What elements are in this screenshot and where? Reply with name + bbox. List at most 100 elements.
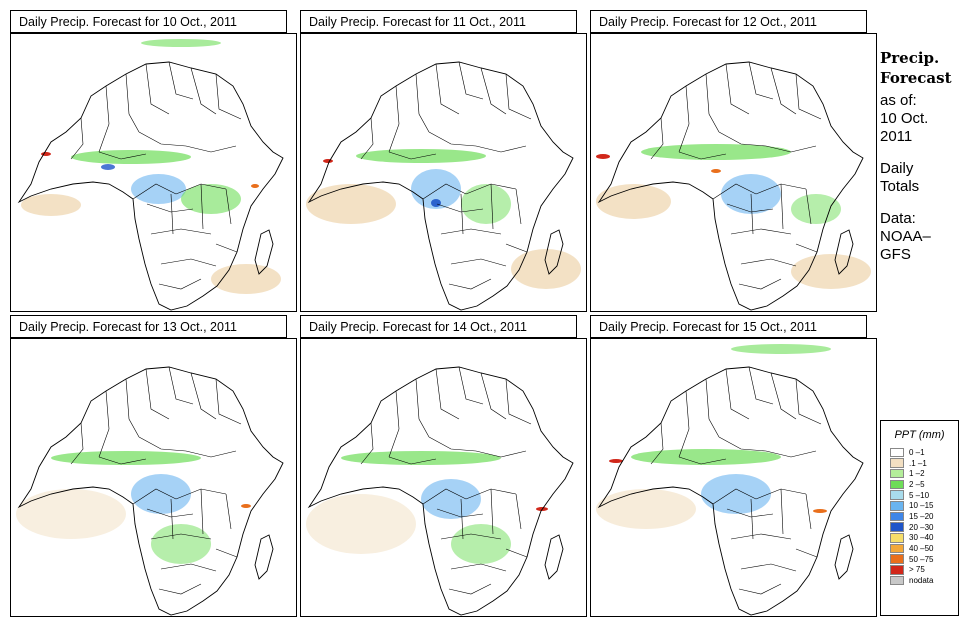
africa-coastline [307, 366, 574, 616]
country-border [200, 183, 204, 230]
precip-area [306, 494, 416, 554]
country-border [150, 228, 212, 235]
legend-item: 0 –1 [890, 447, 958, 458]
country-border [458, 366, 484, 405]
country-border [460, 193, 464, 235]
panel-title: Daily Precip. Forecast for 11 Oct., 2011 [300, 10, 577, 33]
precip-area [16, 489, 126, 539]
country-border [505, 73, 532, 120]
legend-item: 5 –10 [890, 490, 958, 501]
sidebar-asof: as of: [880, 92, 917, 109]
precip-map [10, 338, 297, 617]
country-border [145, 63, 170, 115]
precip-map [590, 338, 877, 617]
forecast-panel-oct-13: Daily Precip. Forecast for 13 Oct., 2011 [10, 315, 297, 617]
country-border [225, 493, 232, 530]
country-border [748, 366, 774, 405]
country-border [158, 583, 202, 595]
country-border [505, 378, 532, 425]
country-border [505, 548, 528, 558]
country-border [440, 533, 502, 540]
precip-area [131, 474, 191, 514]
country-border [428, 436, 477, 452]
country-border [150, 533, 212, 540]
forecast-panel-oct-14: Daily Precip. Forecast for 14 Oct., 2011 [300, 315, 587, 617]
legend-title: PPT (mm) [894, 429, 945, 441]
panel-title: Daily Precip. Forecast for 14 Oct., 2011 [300, 315, 577, 338]
panel-title: Daily Precip. Forecast for 15 Oct., 2011 [590, 315, 867, 338]
country-border [515, 188, 522, 225]
country-border [435, 63, 460, 115]
legend-swatch [890, 565, 904, 575]
country-border [725, 368, 750, 420]
country-border [448, 583, 492, 595]
precip-area [323, 159, 333, 163]
country-border [795, 548, 818, 558]
country-border [740, 258, 797, 267]
precip-area [421, 479, 481, 519]
precip-area [641, 144, 791, 160]
country-border [436, 203, 484, 213]
legend-label: 0 –1 [909, 447, 925, 457]
legend-swatch [890, 575, 904, 586]
country-border [415, 378, 430, 438]
precip-area [101, 164, 115, 170]
africa-coastline [597, 61, 864, 311]
country-border [750, 498, 754, 540]
country-border [718, 436, 767, 452]
panel-title: Daily Precip. Forecast for 10 Oct., 2011 [10, 10, 287, 33]
country-border [780, 183, 784, 230]
precip-map [300, 33, 587, 312]
legend-item: nodata [890, 575, 958, 586]
country-border [770, 67, 797, 115]
sidebar-title-2: Forecast [880, 69, 952, 87]
country-border [388, 151, 437, 160]
madagascar-outline [544, 534, 564, 580]
precip-area [141, 39, 221, 47]
country-border [146, 508, 194, 518]
legend-label: 20 –30 [909, 522, 934, 532]
forecast-panel-oct-12: Daily Precip. Forecast for 12 Oct., 2011 [590, 10, 877, 312]
country-border [388, 390, 400, 458]
sidebar-date-1: 10 Oct. [880, 110, 929, 127]
country-border [795, 378, 822, 425]
country-border [678, 390, 690, 458]
country-border [480, 67, 507, 115]
madagascar-outline [834, 534, 854, 580]
country-border [215, 243, 238, 253]
legend-item: 1 –2 [890, 468, 958, 479]
country-border [138, 436, 187, 452]
africa-map-svg [16, 366, 284, 616]
country-border [200, 488, 204, 535]
precip-area [431, 199, 441, 207]
precip-area [596, 489, 696, 529]
africa-map-svg [306, 61, 581, 311]
country-border [360, 117, 374, 160]
country-border [505, 243, 528, 253]
country-border [450, 258, 507, 267]
legend-item: 2 –5 [890, 479, 958, 490]
legend-item: 20 –30 [890, 522, 958, 533]
precip-map [300, 338, 587, 617]
legend-item: 50 –75 [890, 554, 958, 565]
africa-coastline [17, 366, 284, 616]
sidebar-data-1: Data: [880, 210, 916, 227]
country-border [805, 188, 812, 225]
country-border [422, 488, 467, 505]
legend-item: 40 –50 [890, 543, 958, 554]
sidebar-data-2: NOAA– [880, 228, 931, 245]
legend-swatch [890, 447, 904, 458]
country-border [158, 278, 202, 290]
precip-area [511, 249, 581, 289]
sidebar-title-1: Precip. [880, 49, 940, 67]
country-border [650, 117, 664, 160]
legend-label: 5 –10 [909, 490, 930, 500]
legend-item: .1 –1 [890, 458, 958, 469]
legend-swatch [890, 468, 904, 479]
sidebar-totals-2: Totals [880, 178, 920, 195]
country-border [678, 456, 727, 465]
country-border [726, 203, 774, 213]
legend-swatch [890, 522, 904, 532]
country-border [726, 508, 774, 518]
panel-title: Daily Precip. Forecast for 12 Oct., 2011 [590, 10, 867, 33]
